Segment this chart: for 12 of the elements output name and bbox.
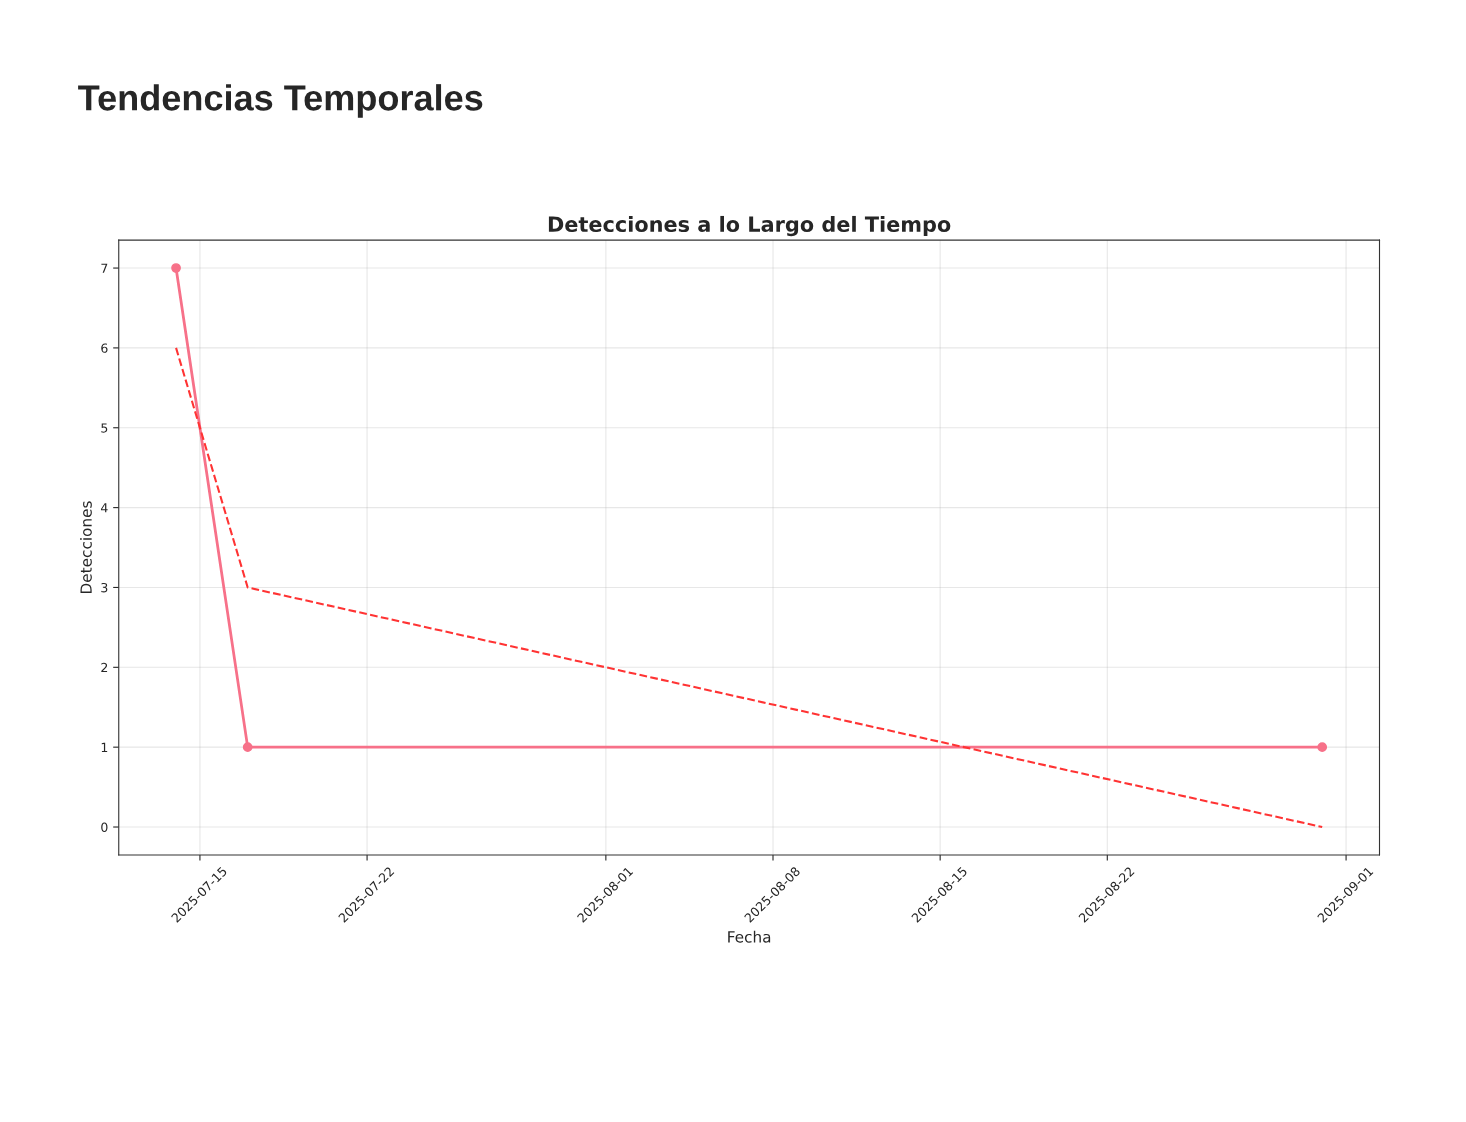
y-tick-label: 1 [101,742,108,752]
chart-title: Tendencias Temporales [78,84,483,118]
chart-subtitle: Detecciones a lo Largo del Tiempo [548,215,951,237]
y-tick-label: 0 [101,822,108,832]
y-tick-label: 5 [101,423,108,433]
x-axis-title: Fecha [728,930,771,943]
y-axis-title: Detecciones [80,501,92,594]
y-tick-label: 7 [101,263,108,273]
y-tick-label: 3 [101,582,108,593]
y-tick-label: 6 [101,343,108,353]
y-tick-label: 4 [100,503,108,513]
y-tick-label: 2 [101,662,108,673]
